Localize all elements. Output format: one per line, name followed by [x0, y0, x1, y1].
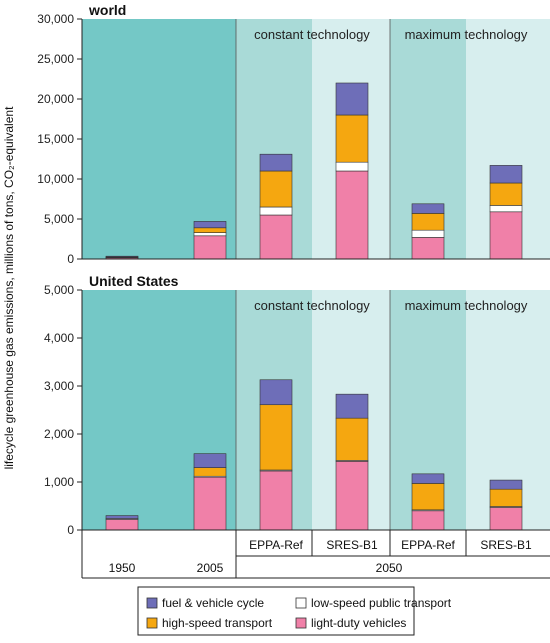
panel1-bar-5-light-duty — [489, 507, 523, 531]
panel1-bar-4-fuel-cycle — [411, 473, 445, 484]
panel0-bar-4-fuel-cycle — [411, 203, 445, 214]
x-category-label-3: SRES-B1 — [326, 538, 378, 552]
panel0-group-label-maximum: maximum technology — [405, 27, 528, 42]
period-label-2005: 2005 — [197, 561, 224, 575]
panel0-ytick-label-6: 30,000 — [37, 12, 74, 26]
panel0-bar-2-low-speed — [259, 206, 293, 216]
panel0-bar-3-light-duty — [335, 170, 369, 260]
legend-swatch-low-speed — [295, 597, 307, 609]
x-category-label-5: SRES-B1 — [480, 538, 532, 552]
panel1-bar-5-high-speed — [489, 488, 523, 507]
panel1-title: United States — [89, 273, 179, 289]
legend-label-fuel-cycle: fuel & vehicle cycle — [162, 596, 264, 610]
panel0-bar-4-high-speed — [411, 213, 445, 231]
panel0-bar-5-fuel-cycle — [489, 165, 523, 184]
panel1-bar-2-high-speed — [259, 404, 293, 471]
legend-label-low-speed: low-speed public transport — [311, 596, 452, 610]
panel0-bar-2-fuel-cycle — [259, 153, 293, 172]
panel0-title: world — [88, 2, 126, 18]
legend-swatch-light-duty — [295, 617, 307, 629]
legend-swatch-high-speed — [146, 617, 158, 629]
panel0-region-bg-0 — [82, 19, 236, 259]
panel0-bar-3-low-speed — [335, 161, 369, 172]
panel0-bar-1-fuel-cycle — [193, 221, 227, 229]
panel1-bar-2-light-duty — [259, 470, 293, 531]
panel0-bar-2-high-speed — [259, 170, 293, 208]
legend-label-light-duty: light-duty vehicles — [311, 616, 406, 630]
panel0-bar-2-light-duty — [259, 214, 293, 260]
panel1-bar-3-high-speed — [335, 417, 369, 461]
panel1-bar-1-light-duty — [193, 476, 227, 531]
panel1-bar-0-light-duty — [105, 519, 139, 531]
panel0-bar-4-low-speed — [411, 229, 445, 238]
legend-box — [137, 586, 415, 636]
panel1-ytick-label-2: 2,000 — [44, 427, 74, 441]
legend-swatch-fuel-cycle — [146, 597, 158, 609]
panel1-bar-5-fuel-cycle — [489, 479, 523, 490]
panel0-bar-4-light-duty — [411, 237, 445, 260]
y-axis-label: lifecycle greenhouse gas emissions, mill… — [2, 106, 16, 469]
panel1-group-label-constant: constant technology — [254, 298, 370, 313]
panel0-bar-1-high-speed — [193, 227, 227, 233]
panel0-bar-3-high-speed — [335, 114, 369, 163]
panel1-bar-4-light-duty — [411, 510, 445, 531]
panel0-bar-5-light-duty — [489, 211, 523, 260]
panel0-ytick-label-2: 10,000 — [37, 172, 74, 186]
panel0-bar-3-fuel-cycle — [335, 82, 369, 116]
panel1-group-label-maximum: maximum technology — [405, 298, 528, 313]
panel0-bar-5-high-speed — [489, 182, 523, 206]
x-category-label-2: EPPA-Ref — [249, 538, 303, 552]
panel0-ytick-label-4: 20,000 — [37, 92, 74, 106]
panel0-ytick-label-0: 0 — [67, 252, 74, 266]
panel1-ytick-label-1: 1,000 — [44, 475, 74, 489]
panel0-bar-1-light-duty — [193, 235, 227, 260]
panel0-ytick-label-5: 25,000 — [37, 52, 74, 66]
panel0-bar-1-low-speed — [193, 232, 227, 237]
x-category-label-4: EPPA-Ref — [401, 538, 455, 552]
panel0-bar-5-low-speed — [489, 205, 523, 213]
panel1-bar-1-high-speed — [193, 467, 227, 477]
panel1-ytick-label-0: 0 — [67, 523, 74, 537]
panel0-group-label-constant: constant technology — [254, 27, 370, 42]
legend-label-high-speed: high-speed transport — [162, 616, 273, 630]
panel1-ytick-label-3: 3,000 — [44, 379, 74, 393]
panel0-bar-0-fuel-cycle — [105, 255, 139, 258]
panel1-bar-0-fuel-cycle — [105, 515, 139, 519]
panel0-ytick-label-3: 15,000 — [37, 132, 74, 146]
panel1-bar-2-fuel-cycle — [259, 379, 293, 406]
panel1-bar-3-light-duty — [335, 461, 369, 531]
panel0-ytick-label-1: 5,000 — [44, 212, 74, 226]
period-label-1950: 1950 — [109, 561, 136, 575]
period-label-2050: 2050 — [376, 561, 403, 575]
panel1-bar-3-fuel-cycle — [335, 393, 369, 419]
panel1-bar-1-fuel-cycle — [193, 453, 227, 468]
panel1-ytick-label-5: 5,000 — [44, 283, 74, 297]
panel1-bar-4-high-speed — [411, 483, 445, 511]
panel1-ytick-label-4: 4,000 — [44, 331, 74, 345]
